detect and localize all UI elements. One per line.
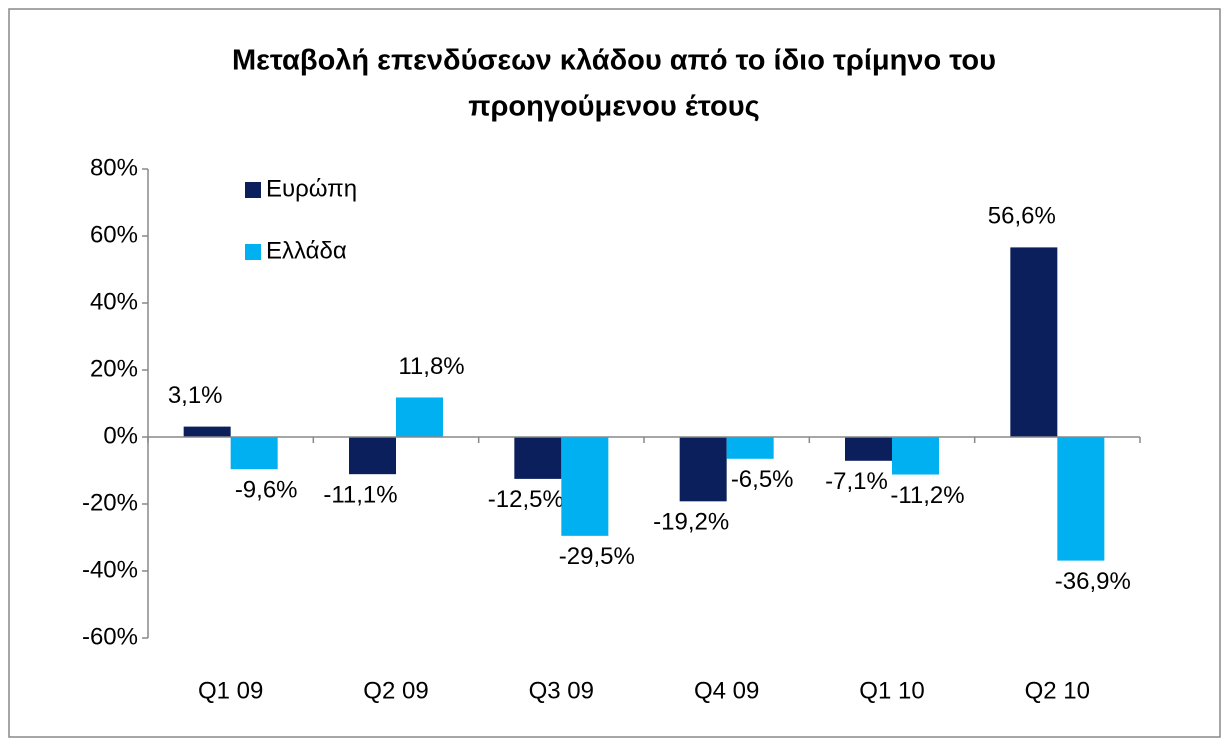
bar xyxy=(679,437,727,502)
legend-swatch xyxy=(245,182,261,198)
legend-label: Ευρώπη xyxy=(266,175,357,202)
bar xyxy=(845,437,892,461)
bar xyxy=(1057,437,1105,561)
data-label: -11,2% xyxy=(890,482,964,509)
y-tick-label: 20% xyxy=(90,355,138,382)
y-tick-label: 40% xyxy=(90,288,138,315)
chart-title: Μεταβολή επενδύσεων κλάδου από το ίδιο τ… xyxy=(232,45,996,77)
bar xyxy=(561,437,609,536)
data-label: -7,1% xyxy=(825,468,888,495)
y-tick-label: -20% xyxy=(82,489,138,516)
y-tick-label: 60% xyxy=(90,221,138,248)
x-tick-label: Q1 10 xyxy=(859,677,924,704)
y-tick-label: -60% xyxy=(82,623,138,650)
data-label: -36,9% xyxy=(1055,568,1131,595)
x-tick-label: Q4 09 xyxy=(694,677,759,704)
y-tick-label: 80% xyxy=(90,154,138,181)
bar xyxy=(726,437,774,459)
data-label: -29,5% xyxy=(559,543,635,570)
bar xyxy=(1010,247,1058,437)
chart-title: προηγούμενου έτους xyxy=(468,91,759,123)
x-tick-label: Q3 09 xyxy=(529,677,594,704)
legend-label: Ελλάδα xyxy=(266,237,347,264)
bar xyxy=(349,437,396,475)
data-label: -9,6% xyxy=(235,477,298,504)
data-label: -12,5% xyxy=(488,486,564,513)
y-tick-label: -40% xyxy=(82,556,138,583)
bar xyxy=(514,437,562,479)
x-tick-label: Q2 10 xyxy=(1025,677,1090,704)
bar xyxy=(892,437,939,475)
data-label: -6,5% xyxy=(731,466,794,493)
data-label: 3,1% xyxy=(168,382,223,409)
y-tick-label: 0% xyxy=(103,422,138,449)
bar xyxy=(230,437,278,470)
data-label: 11,8% xyxy=(398,353,464,380)
bar xyxy=(183,426,231,437)
x-tick-label: Q1 09 xyxy=(198,677,263,704)
data-label: -11,1% xyxy=(323,482,397,509)
legend-swatch xyxy=(245,244,261,260)
bar xyxy=(396,397,443,437)
data-label: -19,2% xyxy=(653,509,729,536)
data-label: 56,6% xyxy=(988,203,1056,230)
x-tick-label: Q2 09 xyxy=(363,677,428,704)
